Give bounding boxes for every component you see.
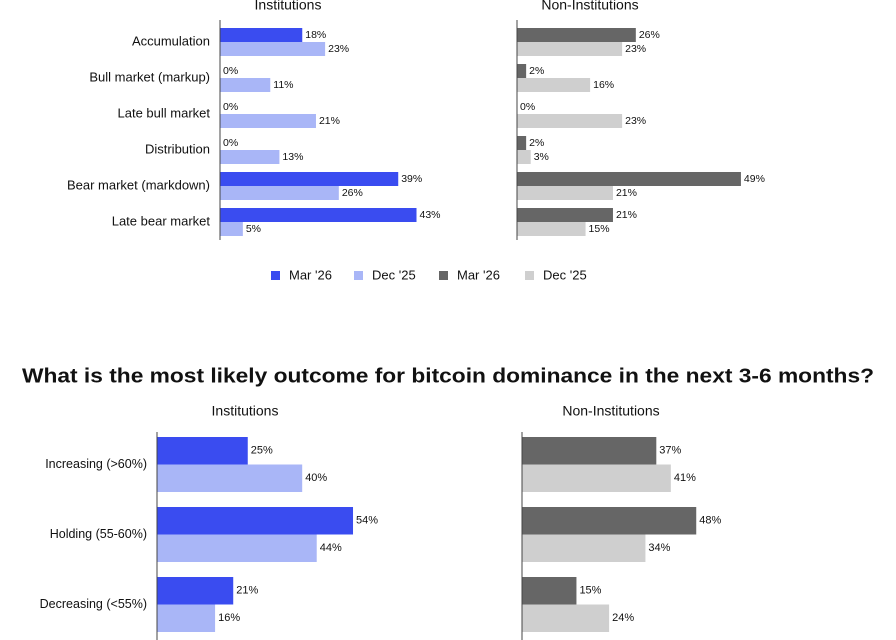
value-label: 37% [659,445,681,457]
value-label: 13% [282,151,303,163]
panel-title: Institutions [255,0,322,13]
bar [517,78,591,92]
bar [157,507,354,535]
value-label: 40% [305,472,327,484]
bar [517,42,623,56]
value-label: 3% [534,151,549,163]
value-label: 23% [625,115,646,127]
value-label: 39% [401,173,422,185]
bar [517,208,613,222]
value-label: 2% [529,137,544,149]
value-label: 48% [699,515,721,527]
bar [522,604,610,632]
category-label: Decreasing (<55%) [40,597,147,611]
legend-swatch [271,271,280,280]
bar [522,464,671,492]
value-label: 0% [223,65,238,77]
category-label: Late bull market [118,105,211,120]
value-label: 49% [744,173,765,185]
value-label: 15% [589,223,610,235]
bar [517,186,613,200]
value-label: 0% [520,101,535,113]
bar [220,114,316,128]
value-label: 5% [246,223,261,235]
bar [157,604,216,632]
value-label: 34% [648,542,670,554]
category-label: Accumulation [132,33,210,48]
value-label: 44% [320,542,342,554]
bar [522,507,697,535]
chart-title: What is the most likely outcome for bitc… [22,365,874,387]
panel-title: Non-Institutions [541,0,638,13]
bar [517,28,636,42]
bar [517,150,531,164]
category-label: Late bear market [112,213,211,228]
value-label: 21% [319,115,340,127]
value-label: 0% [223,101,238,113]
value-label: 25% [251,445,273,457]
bar [157,577,234,605]
value-label: 23% [328,43,349,55]
value-label: 26% [639,29,660,41]
category-label: Holding (55-60%) [50,527,147,541]
bar [517,114,623,128]
value-label: 24% [612,612,634,624]
bar [522,534,646,562]
value-label: 18% [305,29,326,41]
bar [220,208,417,222]
bar [517,64,527,78]
panel-title: Institutions [212,403,279,419]
legend-label: Mar '26 [289,267,332,282]
bar [220,172,399,186]
bar [517,222,586,236]
legend-label: Dec '25 [543,267,587,282]
bar [220,222,243,236]
value-label: 26% [342,187,363,199]
value-label: 21% [236,585,258,597]
bar [220,186,339,200]
value-label: 23% [625,43,646,55]
panel-title: Non-Institutions [562,403,659,419]
legend-swatch [354,271,363,280]
bar [220,42,326,56]
bar [220,28,303,42]
legend-swatch [439,271,448,280]
bar [517,172,741,186]
bar [522,577,577,605]
bar [157,437,248,465]
bar [157,534,317,562]
value-label: 2% [529,65,544,77]
value-label: 21% [616,187,637,199]
category-label: Bear market (markdown) [67,177,210,192]
bar [157,464,303,492]
legend-label: Mar '26 [457,267,500,282]
bar [522,437,657,465]
value-label: 16% [593,79,614,91]
bar [220,78,271,92]
bar [220,150,280,164]
legend-label: Dec '25 [372,267,416,282]
value-label: 16% [218,612,240,624]
value-label: 0% [223,137,238,149]
bar [517,136,527,150]
value-label: 54% [356,515,378,527]
value-label: 11% [273,79,293,91]
value-label: 15% [579,585,601,597]
value-label: 43% [420,209,441,221]
category-label: Bull market (markup) [89,69,210,84]
legend-swatch [525,271,534,280]
category-label: Distribution [145,141,210,156]
value-label: 21% [616,209,637,221]
value-label: 41% [674,472,696,484]
category-label: Increasing (>60%) [45,457,147,471]
